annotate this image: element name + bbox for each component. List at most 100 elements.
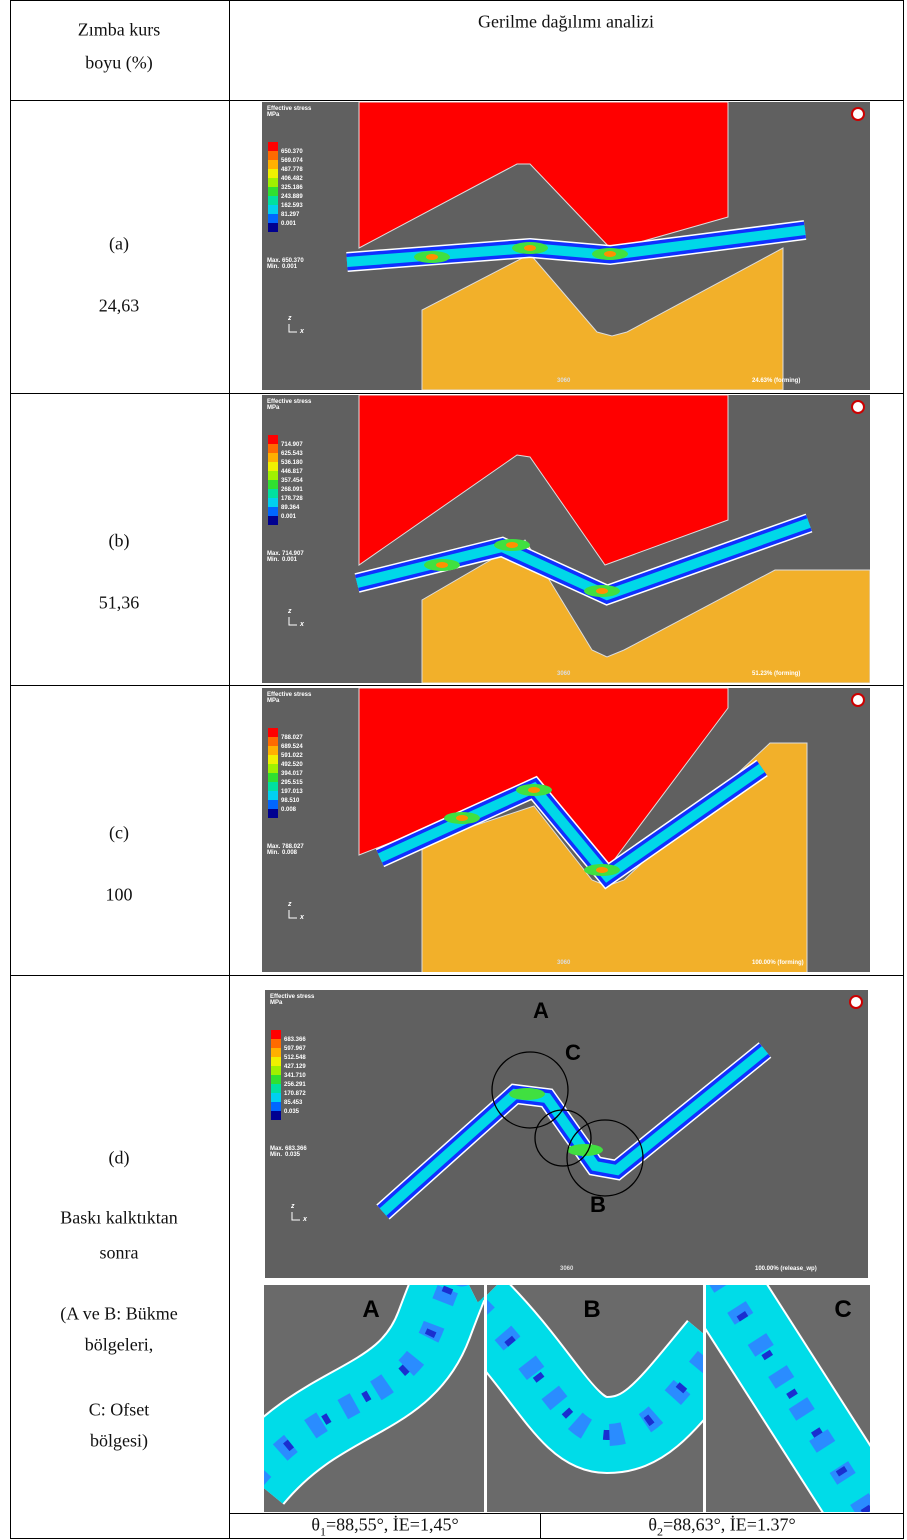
logo bbox=[852, 108, 864, 120]
stress-spot bbox=[506, 542, 518, 548]
stage-label: 51.23% (forming) bbox=[752, 671, 800, 677]
legend-swatch bbox=[268, 160, 278, 169]
legend-label: 569.074 bbox=[281, 158, 303, 164]
legend-label: 487.778 bbox=[281, 167, 303, 173]
legend-swatch bbox=[268, 169, 278, 178]
legend-label: 427.129 bbox=[284, 1064, 306, 1070]
step-number: 3060 bbox=[557, 378, 571, 384]
legend-label: 243.889 bbox=[281, 194, 303, 200]
legend-label: 295.515 bbox=[281, 780, 303, 786]
legend-label: 89.364 bbox=[281, 505, 300, 511]
legend-label: 650.370 bbox=[281, 149, 303, 155]
legend-swatch bbox=[268, 746, 278, 755]
legend-swatch bbox=[268, 516, 278, 525]
legend-unit: MPa bbox=[267, 112, 280, 118]
stress-spot bbox=[509, 1088, 545, 1100]
legend-unit: MPa bbox=[267, 698, 280, 704]
legend-swatch bbox=[268, 223, 278, 232]
legend-label: 341.710 bbox=[284, 1073, 306, 1079]
row-text: 24,63 bbox=[99, 296, 140, 317]
step-number: 3060 bbox=[560, 1266, 574, 1272]
legend-label: 536.180 bbox=[281, 460, 303, 466]
border bbox=[10, 0, 11, 1539]
legend-swatch bbox=[268, 214, 278, 223]
row-text: 100 bbox=[106, 885, 133, 906]
simulation-figure: Effective stressMPa683.366597.967512.548… bbox=[265, 990, 868, 1278]
header-label: boyu (%) bbox=[85, 53, 152, 74]
legend-label: 625.543 bbox=[281, 451, 303, 457]
row-text: bölgesi) bbox=[90, 1431, 148, 1452]
crop-figure: A bbox=[264, 1285, 484, 1512]
min-label: Min. bbox=[267, 264, 279, 270]
stress-spot bbox=[524, 245, 536, 251]
row-label: (a) bbox=[109, 234, 129, 255]
legend-label: 325.186 bbox=[281, 185, 303, 191]
footer-text: =88,55°, İE=1,45° bbox=[326, 1515, 459, 1535]
legend-label: 170.872 bbox=[284, 1091, 306, 1097]
legend-swatch bbox=[271, 1102, 281, 1111]
legend-label: 178.728 bbox=[281, 496, 303, 502]
footer-text: =88,63°, İE=1.37° bbox=[663, 1515, 796, 1535]
legend-label: 446.817 bbox=[281, 469, 303, 475]
stress-spot bbox=[456, 815, 468, 821]
legend-unit: MPa bbox=[270, 1000, 283, 1006]
legend-label: 683.366 bbox=[284, 1037, 306, 1043]
legend-label: 597.967 bbox=[284, 1046, 306, 1052]
angle-symbol: θ bbox=[311, 1515, 320, 1535]
legend-unit: MPa bbox=[267, 405, 280, 411]
legend-swatch bbox=[268, 142, 278, 151]
legend-swatch bbox=[268, 764, 278, 773]
stress-spot bbox=[596, 867, 608, 873]
axis-z: z bbox=[287, 608, 292, 615]
region-label: B bbox=[590, 1192, 606, 1217]
legend-swatch bbox=[268, 498, 278, 507]
legend-label: 0.035 bbox=[284, 1109, 300, 1115]
stage-label: 24.63% (forming) bbox=[752, 378, 800, 384]
crop-figure: C bbox=[706, 1285, 870, 1512]
axis-z: z bbox=[287, 901, 292, 908]
row-text: C: Ofset bbox=[89, 1400, 150, 1421]
legend-label: 98.510 bbox=[281, 798, 300, 804]
legend-label: 406.482 bbox=[281, 176, 303, 182]
legend-swatch bbox=[271, 1084, 281, 1093]
min-value: 0.035 bbox=[285, 1152, 301, 1158]
logo bbox=[850, 996, 862, 1008]
legend-swatch bbox=[268, 453, 278, 462]
legend-swatch bbox=[271, 1111, 281, 1120]
legend-swatch bbox=[268, 782, 278, 791]
stress-spot bbox=[596, 588, 608, 594]
footer-cell: θ2=88,63°, İE=1.37° bbox=[648, 1515, 795, 1540]
legend-label: 357.454 bbox=[281, 478, 303, 484]
border bbox=[10, 393, 904, 394]
legend-swatch bbox=[271, 1066, 281, 1075]
logo bbox=[852, 401, 864, 413]
angle-symbol: θ bbox=[648, 1515, 657, 1535]
legend-label: 256.291 bbox=[284, 1082, 306, 1088]
legend-swatch bbox=[268, 755, 278, 764]
row-text: bölgeleri, bbox=[85, 1335, 153, 1356]
border bbox=[10, 685, 904, 686]
legend-label: 0.001 bbox=[281, 514, 297, 520]
min-value: 0.001 bbox=[282, 264, 298, 270]
row-text: sonra bbox=[100, 1243, 139, 1264]
logo bbox=[852, 694, 864, 706]
legend-swatch bbox=[268, 480, 278, 489]
legend-swatch bbox=[268, 737, 278, 746]
legend-swatch bbox=[268, 205, 278, 214]
header-label: Zımba kurs bbox=[78, 20, 161, 41]
legend-swatch bbox=[268, 809, 278, 818]
stress-spot bbox=[567, 1144, 603, 1156]
page: Gerilme dağılımı analizi Zımba kursboyu … bbox=[0, 0, 907, 1540]
border bbox=[10, 0, 904, 1]
legend-swatch bbox=[271, 1075, 281, 1084]
legend-label: 492.520 bbox=[281, 762, 303, 768]
region-label: A bbox=[533, 998, 549, 1023]
legend-label: 714.907 bbox=[281, 442, 303, 448]
row-text: Baskı kalktıktan bbox=[60, 1208, 177, 1229]
legend-label: 591.022 bbox=[281, 753, 303, 759]
legend-label: 85.453 bbox=[284, 1100, 303, 1106]
crop-label: C bbox=[834, 1296, 851, 1323]
min-value: 0.001 bbox=[282, 557, 298, 563]
stage-label: 100.00% (forming) bbox=[752, 960, 804, 966]
legend-swatch bbox=[268, 196, 278, 205]
